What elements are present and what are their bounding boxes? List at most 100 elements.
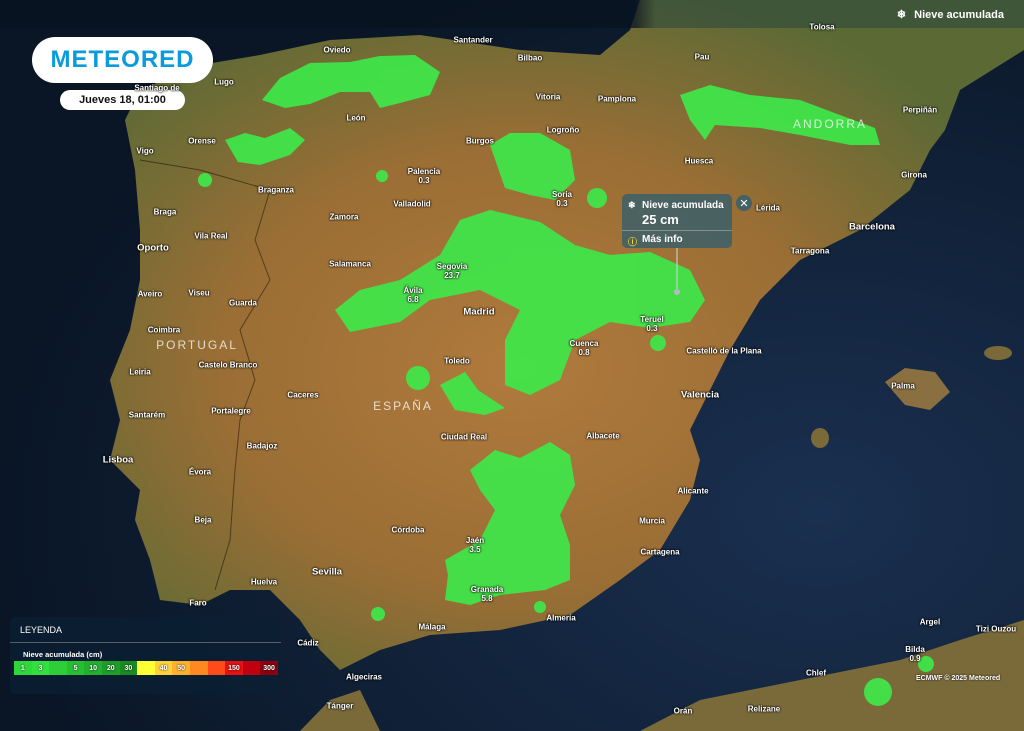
- city-name: Lérida: [755, 203, 781, 213]
- city-name: León: [346, 113, 366, 123]
- city-label: Ávila 6.8: [403, 286, 422, 304]
- city-label: Valencia: [681, 390, 719, 400]
- city-label: Algeciras: [346, 673, 382, 682]
- city-name: Orán: [673, 706, 693, 716]
- city-name: Oviedo: [323, 45, 351, 55]
- top-bar: [0, 0, 1024, 28]
- city-label: Cádiz: [297, 639, 318, 648]
- city-name: Braga: [153, 207, 177, 217]
- city-label: Tánger: [327, 702, 354, 711]
- city-label: Vigo: [136, 147, 153, 156]
- city-name: Perpiñán: [902, 105, 938, 115]
- city-label: Braga: [154, 208, 177, 217]
- legend-stop: 30: [119, 661, 138, 675]
- city-label: Vila Real: [194, 232, 227, 241]
- city-label: Albacete: [586, 432, 619, 441]
- city-label: Santiago de: [134, 84, 179, 93]
- city-name: Huelva: [250, 577, 278, 587]
- snow-value: 0.8: [578, 348, 590, 357]
- city-label: Palencia 0.3: [408, 167, 440, 185]
- city-name: Caceres: [287, 390, 319, 400]
- legend-subtitle: Nieve acumulada (cm): [23, 650, 103, 659]
- city-label: Málaga: [418, 623, 445, 632]
- meteored-logo[interactable]: METEORED: [32, 37, 213, 83]
- tooltip-point-marker[interactable]: [674, 289, 680, 295]
- city-name: Burgos: [466, 136, 494, 146]
- snowflake-icon: ❄: [628, 200, 636, 210]
- city-name: Cádiz: [297, 638, 319, 648]
- city-label: León: [346, 114, 365, 123]
- forecast-date[interactable]: Jueves 18, 01:00: [60, 90, 185, 110]
- city-label: Évora: [189, 468, 211, 477]
- city-name: Lugo: [214, 77, 234, 87]
- city-name: Albacete: [586, 431, 620, 441]
- city-name: Granada: [470, 585, 504, 594]
- legend-stop: 40: [154, 661, 173, 675]
- snow-overlay: [198, 55, 934, 706]
- legend-stop: 1: [14, 661, 32, 675]
- snow-value: 5.8: [481, 594, 493, 603]
- city-label: Sevilla: [312, 567, 342, 577]
- city-label: Burgos: [466, 137, 494, 146]
- legend-stop: [242, 661, 261, 675]
- city-name: Toledo: [444, 356, 470, 366]
- city-name: Cartagena: [640, 547, 680, 557]
- city-name: Vitoria: [535, 92, 561, 102]
- city-name: Jaén: [465, 536, 485, 545]
- city-name: Beja: [194, 515, 212, 525]
- city-label: Madrid: [463, 307, 494, 317]
- layer-selector[interactable]: ❄ Nieve acumulada: [897, 8, 1004, 22]
- legend-stop: 10: [84, 661, 102, 675]
- snow-value: 0.3: [418, 176, 430, 185]
- city-name: Bilbao: [517, 53, 543, 63]
- city-name: Segovia: [436, 262, 468, 271]
- snow-value: 0.3: [646, 324, 658, 333]
- city-label: Leiria: [129, 368, 150, 377]
- city-label: Vitoria: [536, 93, 561, 102]
- city-name: Logroño: [546, 125, 580, 135]
- mallorca: [885, 368, 950, 410]
- city-name: Santiago de: [134, 83, 180, 93]
- city-label: Bilbao: [518, 54, 542, 63]
- city-label: Argel: [920, 618, 940, 627]
- close-tooltip-button[interactable]: ✕: [736, 195, 752, 211]
- city-name: Palma: [891, 381, 915, 391]
- country-label: PORTUGAL: [156, 338, 238, 352]
- city-name: Cuenca: [569, 339, 599, 348]
- city-name: Barcelona: [849, 221, 895, 233]
- city-name: Tánger: [326, 701, 354, 711]
- city-name: Évora: [188, 467, 212, 477]
- city-name: Braganza: [257, 185, 295, 195]
- city-label: Tarragona: [791, 247, 830, 256]
- tooltip-value: 25 cm: [642, 212, 679, 227]
- snow-tooltip: ❄ Nieve acumulada 25 cm ⓘ Más info: [622, 194, 732, 248]
- city-label: Zamora: [330, 213, 359, 222]
- city-name: Portalegre: [211, 406, 251, 416]
- snow-area-pyrenees: [680, 85, 880, 145]
- city-name: Soria: [551, 190, 573, 199]
- more-info-link[interactable]: Más info: [642, 234, 683, 245]
- city-name: Huesca: [684, 156, 714, 166]
- city-label: Valladolid: [393, 200, 430, 209]
- city-name: Leiria: [129, 367, 151, 377]
- city-label: Huesca: [685, 157, 713, 166]
- country-label: ANDORRA: [792, 117, 868, 131]
- legend-stop: [137, 661, 155, 675]
- city-name: Algeciras: [345, 672, 383, 682]
- city-label: Guarda: [229, 299, 257, 308]
- city-name: Murcia: [639, 516, 665, 526]
- city-label: Aveiro: [138, 290, 163, 299]
- city-name: Valladolid: [393, 199, 431, 209]
- snow-area-burgos: [490, 133, 575, 200]
- legend-stop: 5: [66, 661, 85, 675]
- city-label: Orán: [674, 707, 693, 716]
- city-name: Tarragona: [790, 246, 830, 256]
- country-label: ESPAÑA: [373, 399, 433, 413]
- city-name: Lisboa: [102, 454, 134, 466]
- snow-area-galicia: [225, 128, 305, 165]
- city-name: Málaga: [418, 622, 446, 632]
- city-name: Pamplona: [597, 94, 637, 104]
- legend-stop: 150: [225, 661, 243, 675]
- city-label: Córdoba: [392, 526, 425, 535]
